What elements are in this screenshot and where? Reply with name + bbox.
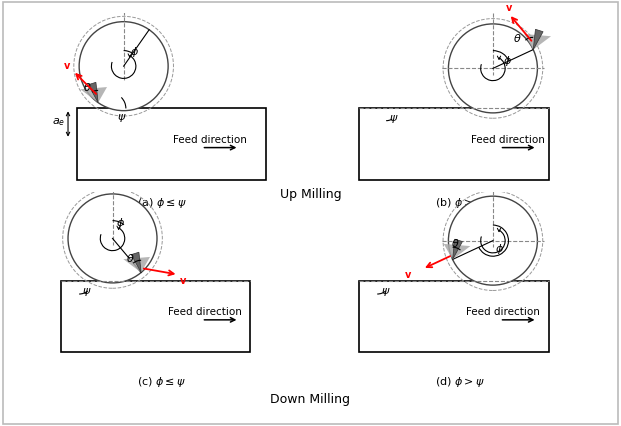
Polygon shape bbox=[453, 239, 463, 259]
Text: Down Milling: Down Milling bbox=[271, 393, 350, 406]
Text: v: v bbox=[404, 270, 411, 280]
Text: $\theta$: $\theta$ bbox=[513, 32, 522, 44]
Bar bbox=[61, 281, 250, 352]
Text: $\phi$: $\phi$ bbox=[495, 242, 504, 256]
Polygon shape bbox=[80, 87, 107, 103]
Circle shape bbox=[448, 24, 537, 113]
Text: $\theta$: $\theta$ bbox=[83, 81, 91, 93]
Polygon shape bbox=[443, 244, 470, 259]
Text: (d) $\phi > \psi$: (d) $\phi > \psi$ bbox=[435, 375, 484, 389]
Text: $\psi$: $\psi$ bbox=[83, 286, 92, 298]
Text: (b) $\phi > \psi$: (b) $\phi > \psi$ bbox=[435, 196, 484, 210]
Polygon shape bbox=[524, 34, 551, 49]
Text: Feed direction: Feed direction bbox=[466, 308, 540, 317]
Text: $\psi$: $\psi$ bbox=[117, 112, 127, 124]
Bar bbox=[77, 109, 266, 180]
Text: v: v bbox=[64, 60, 70, 71]
Text: (a) $\phi \leq \psi$: (a) $\phi \leq \psi$ bbox=[137, 196, 186, 210]
Circle shape bbox=[68, 194, 157, 283]
Text: $\psi$: $\psi$ bbox=[381, 286, 390, 298]
Text: $\theta$: $\theta$ bbox=[125, 253, 134, 265]
Circle shape bbox=[448, 196, 537, 285]
Text: $a_e$: $a_e$ bbox=[52, 116, 66, 128]
Polygon shape bbox=[124, 257, 150, 273]
Text: $\phi$: $\phi$ bbox=[130, 45, 139, 59]
Bar bbox=[360, 281, 548, 352]
Bar bbox=[360, 109, 548, 180]
Polygon shape bbox=[131, 252, 141, 273]
Text: Up Milling: Up Milling bbox=[279, 188, 342, 201]
Polygon shape bbox=[533, 29, 543, 49]
Polygon shape bbox=[88, 82, 98, 103]
Text: $\theta$: $\theta$ bbox=[451, 237, 460, 249]
Text: Feed direction: Feed direction bbox=[173, 135, 247, 145]
Text: Feed direction: Feed direction bbox=[168, 308, 242, 317]
Text: $\phi$: $\phi$ bbox=[503, 54, 512, 68]
Text: (c) $\phi \leq \psi$: (c) $\phi \leq \psi$ bbox=[137, 375, 186, 389]
Text: $\phi$: $\phi$ bbox=[116, 216, 125, 230]
Text: $\psi$: $\psi$ bbox=[389, 112, 399, 125]
Text: v: v bbox=[505, 3, 512, 13]
Text: Feed direction: Feed direction bbox=[471, 135, 545, 145]
Text: v: v bbox=[179, 276, 186, 285]
Circle shape bbox=[79, 22, 168, 111]
